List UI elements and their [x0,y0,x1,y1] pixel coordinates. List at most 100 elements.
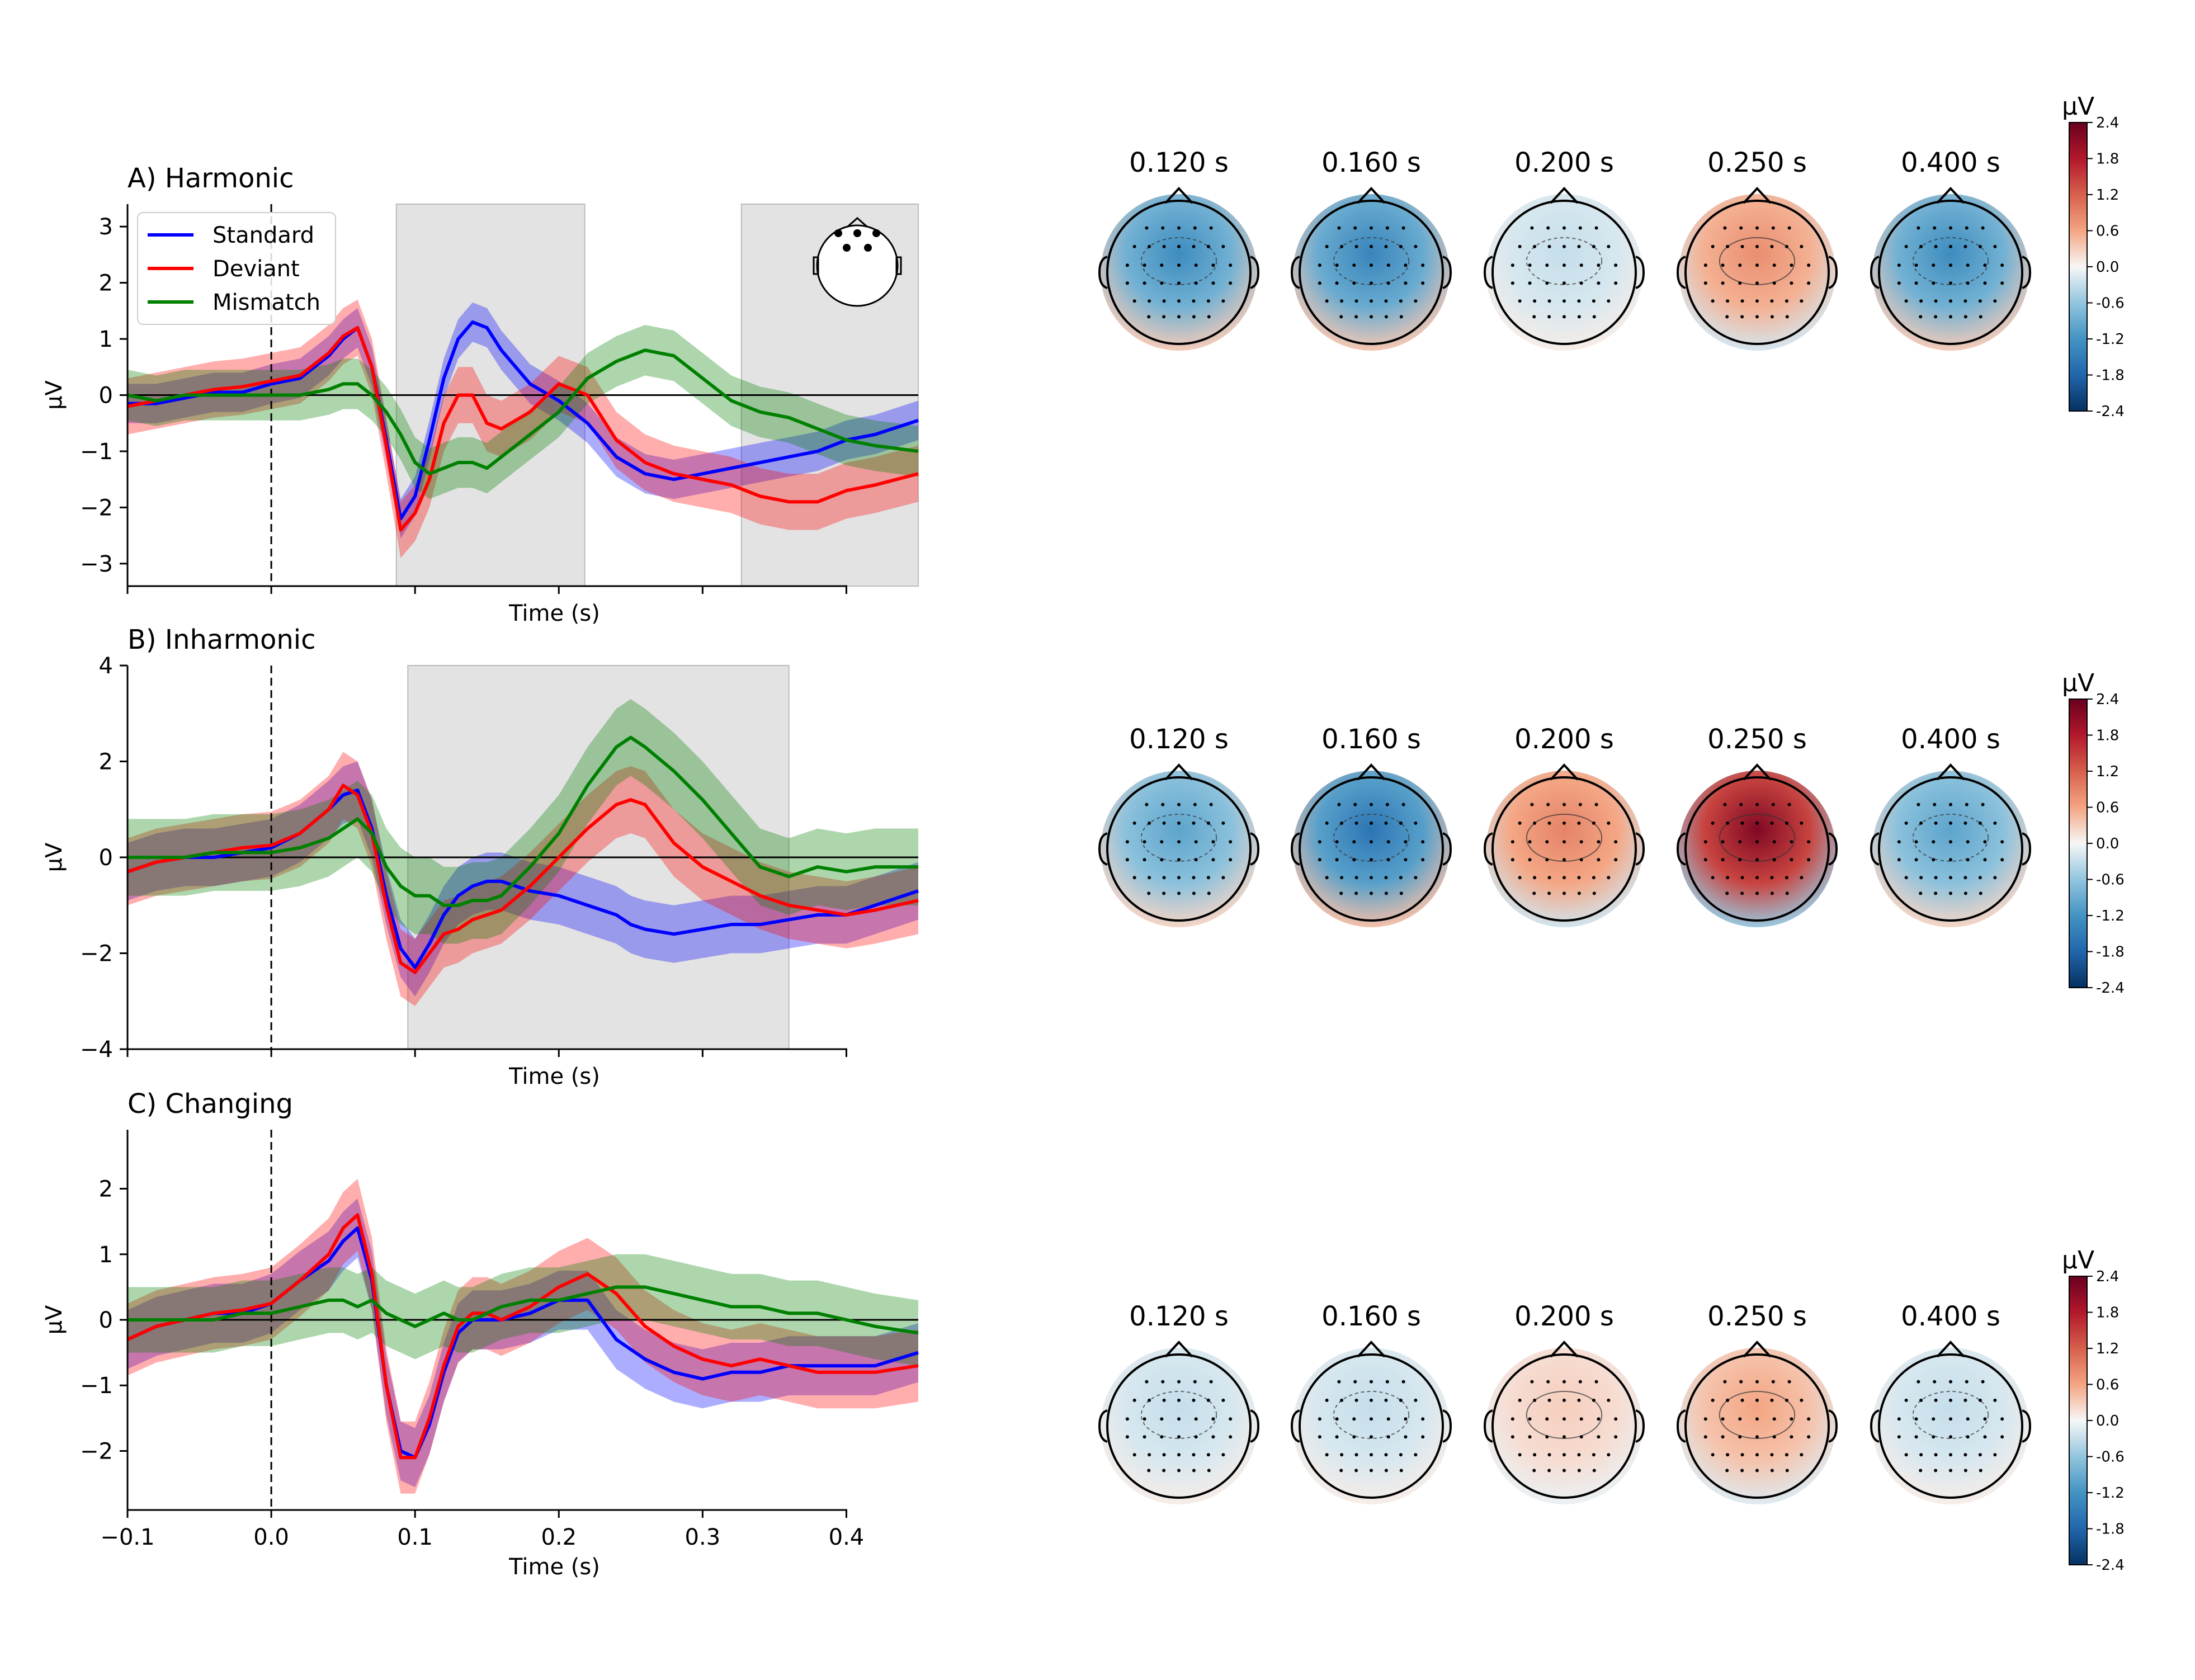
sensor-dot [1614,858,1618,862]
sensor-dot [1177,263,1181,267]
ear-right [1635,1409,1645,1443]
sensor-dot [1932,1435,1936,1439]
sensor-dot [1193,803,1197,806]
sensor-dot [1933,1380,1937,1384]
sensor-dot [1192,1398,1196,1402]
sensor-dot [1211,263,1215,267]
sensor-dot [1979,891,1982,895]
sensor-dot [1318,1417,1321,1421]
sensor-dot [1221,876,1225,880]
sensor-dot [1966,1417,1970,1421]
sensor-dot [1578,226,1582,230]
colorbar-tick-label: 0.6 [2096,1377,2119,1394]
sensor-dot [1207,1469,1211,1473]
sensor-dot [1532,315,1536,319]
sensor-dot [1384,821,1388,825]
topomap: 0.160 s [1290,1301,1452,1504]
sensor-dot [1914,263,1918,267]
sensor-dot [1340,1453,1344,1457]
sensor-dot [1404,840,1408,844]
sensor-dot [1421,858,1425,862]
sensor-dot [1339,891,1343,895]
sensor-dot [1800,299,1804,303]
sensor-dot [1339,1469,1343,1473]
sensor-dot [1352,281,1356,285]
sensor-dot [1770,1469,1774,1473]
sensor-dot [1993,1398,1997,1402]
nose [1550,763,1579,781]
sensor-dot [1919,1469,1923,1473]
topomap-time-label: 0.200 s [1514,147,1614,178]
sensor-dot [1949,1380,1952,1384]
sensor-dot [1229,1435,1233,1439]
ear-right [2022,832,2032,866]
topomap: 0.200 s [1483,724,1645,927]
sensor-dot [1577,299,1581,303]
topomap-field [1101,1348,1257,1504]
contour-line [1912,814,1989,862]
sensor-dot [1340,876,1344,880]
sensor-dot [1770,821,1774,825]
sensor-dot [1546,226,1550,230]
sensor-dot [1755,858,1759,862]
sensor-dot [1354,315,1358,319]
sensor-dot [1785,1398,1788,1402]
topomap-field [1101,771,1257,927]
sensor-dot [1790,1417,1793,1421]
sensor-dot [1577,876,1581,880]
contour-line [1526,237,1603,285]
sensor-dot [1607,244,1611,248]
sensor-dot [1790,281,1793,285]
sensor-dot [1726,1453,1730,1457]
sensor-dot [1919,1398,1923,1402]
x-tick-label: 0.4 [829,1525,865,1550]
sensor-dot [1510,1417,1514,1421]
sensor-dot [1193,226,1197,230]
sensor-dot [1614,263,1618,267]
head-outline [1878,200,2023,345]
sensor-dot [1404,1435,1408,1439]
sensor-dot [2000,858,2004,862]
sensor-dot [1354,876,1358,880]
colorbar-tick-label: 2.4 [2096,691,2119,708]
sensor-dot [1370,1435,1373,1439]
y-tick-label: −2 [80,495,113,521]
sensor-dot [1221,244,1225,248]
sensor-dot [1545,840,1549,844]
sensor-dot [1528,1435,1532,1439]
sensor-dot [1594,1380,1598,1384]
sensor-dot [1772,1417,1776,1421]
sensor-dot [1755,226,1759,230]
sensor-dot [1978,876,1982,880]
sensor-dot [1963,315,1967,319]
sensor-dot [1421,1435,1425,1439]
sensor-dot [1993,299,1997,303]
ear-left [1290,832,1300,866]
sensor-dot [1579,281,1583,285]
sensor-dot [1978,821,1982,825]
sensor-dot [1711,244,1715,248]
sensor-dot [1978,299,1982,303]
sensor-dot [1370,226,1373,230]
sensor-dot [1919,876,1923,880]
sensor-dot [1563,891,1566,895]
sensor-dot [1755,1435,1759,1439]
sensor-dot [1209,803,1213,806]
sensor-dot [1192,821,1196,825]
sensor-dot [1904,1398,1908,1402]
sensor-dot [1963,821,1967,825]
ear-left [1870,1409,1880,1443]
x-axis-label: Time (s) [508,1064,600,1089]
sensor-dot [1592,244,1595,248]
sensor-dot [1162,891,1166,895]
colorbar-tick-label: 0.6 [2096,800,2119,817]
sensor-dot [1370,1380,1373,1384]
sensor-dot [1352,1435,1356,1439]
sensor-dot [1933,803,1937,806]
sensor-dot [1800,1453,1804,1457]
inset-sensor-dot [834,229,842,237]
sensor-dot [1932,858,1936,862]
topomap: 0.400 s [1870,724,2032,927]
y-tick-label: −2 [80,941,113,967]
